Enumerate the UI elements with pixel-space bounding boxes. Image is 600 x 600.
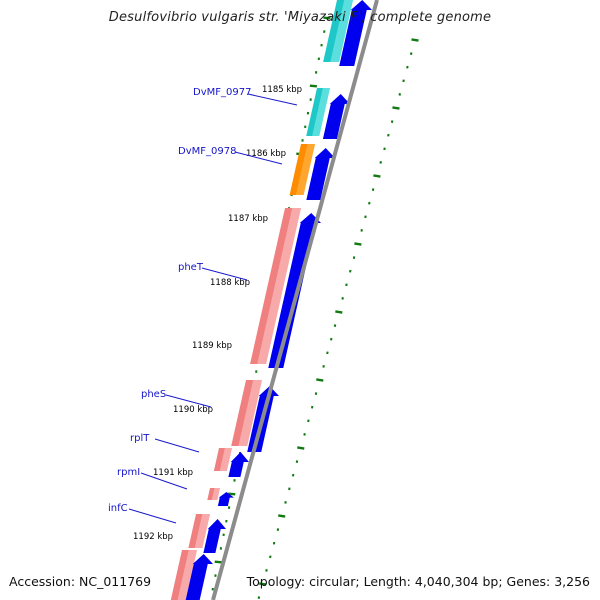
feature-bottom	[170, 550, 197, 600]
gene-label: DvMF_0977	[193, 87, 251, 98]
outer-tick	[354, 242, 362, 246]
inner-tick	[214, 560, 222, 564]
arrow-infC	[203, 519, 226, 553]
feature-pheT	[250, 208, 301, 364]
gene-label: infC	[108, 503, 128, 514]
arrow-bottom	[185, 554, 213, 600]
scale-label: 1188 kbp	[210, 278, 250, 288]
scale-label: 1186 kbp	[246, 149, 286, 159]
feature-infC	[188, 514, 210, 548]
outer-tick	[258, 582, 267, 586]
feature-rplT	[213, 448, 232, 471]
gene-label: pheS	[141, 389, 166, 400]
scale-label: 1185 kbp	[262, 85, 302, 95]
outer-tick	[297, 446, 305, 450]
feature-cyan-top	[323, 0, 353, 62]
feature-layer	[170, 0, 372, 600]
outer-tick	[392, 106, 400, 110]
inner-tick	[309, 84, 318, 88]
outer-tick	[278, 514, 286, 518]
outer-tick	[411, 38, 419, 42]
label-layer: 1185 kbp 1186 kbp 1187 kbp 1188 kbp 1189 kbp…	[108, 85, 302, 542]
accession-label: Accession: NC_011769	[9, 574, 152, 589]
scale-label: 1192 kbp	[133, 532, 173, 542]
scale-label: 1190 kbp	[173, 405, 213, 415]
feature-rpmI	[207, 488, 220, 500]
inner-tick	[323, 16, 331, 20]
outer-tick	[316, 378, 324, 382]
gene-leader-line	[165, 394, 212, 408]
gene-label: rplT	[130, 433, 150, 444]
inner-tick	[228, 492, 236, 496]
outer-tick	[335, 310, 343, 314]
gene-leader-line	[234, 151, 283, 165]
outer-tick	[373, 174, 381, 178]
map-title: Desulfovibrio vulgaris str. 'Miyazaki F'…	[108, 10, 492, 25]
feature-DvMF_0978	[289, 144, 315, 195]
feature-DvMF_0977	[306, 88, 330, 136]
arrow-top	[339, 0, 372, 66]
gene-label: DvMF_0978	[178, 146, 236, 157]
gene-leader-line	[140, 472, 188, 490]
arrow-DvMF_0978	[306, 148, 335, 200]
arrow-rpmI	[217, 492, 234, 506]
gene-label: rpmI	[117, 467, 140, 478]
gene-leader-line	[154, 438, 200, 453]
gene-leader-line	[128, 508, 177, 524]
backbone-layer	[211, 0, 379, 600]
topology-label: Topology: circular; Length: 4,040,304 bp…	[246, 574, 590, 589]
scale-label: 1191 kbp	[153, 468, 193, 478]
arrow-DvMF_0977	[322, 94, 350, 139]
backbone-line	[211, 0, 379, 600]
scale-label: 1189 kbp	[192, 341, 232, 351]
gene-label: pheT	[178, 262, 204, 273]
scale-label: 1187 kbp	[228, 214, 268, 224]
gene-leader-line	[247, 93, 298, 106]
arrow-rplT	[228, 452, 249, 477]
gene-leader-line	[201, 267, 248, 281]
feature-pheS	[231, 380, 262, 446]
